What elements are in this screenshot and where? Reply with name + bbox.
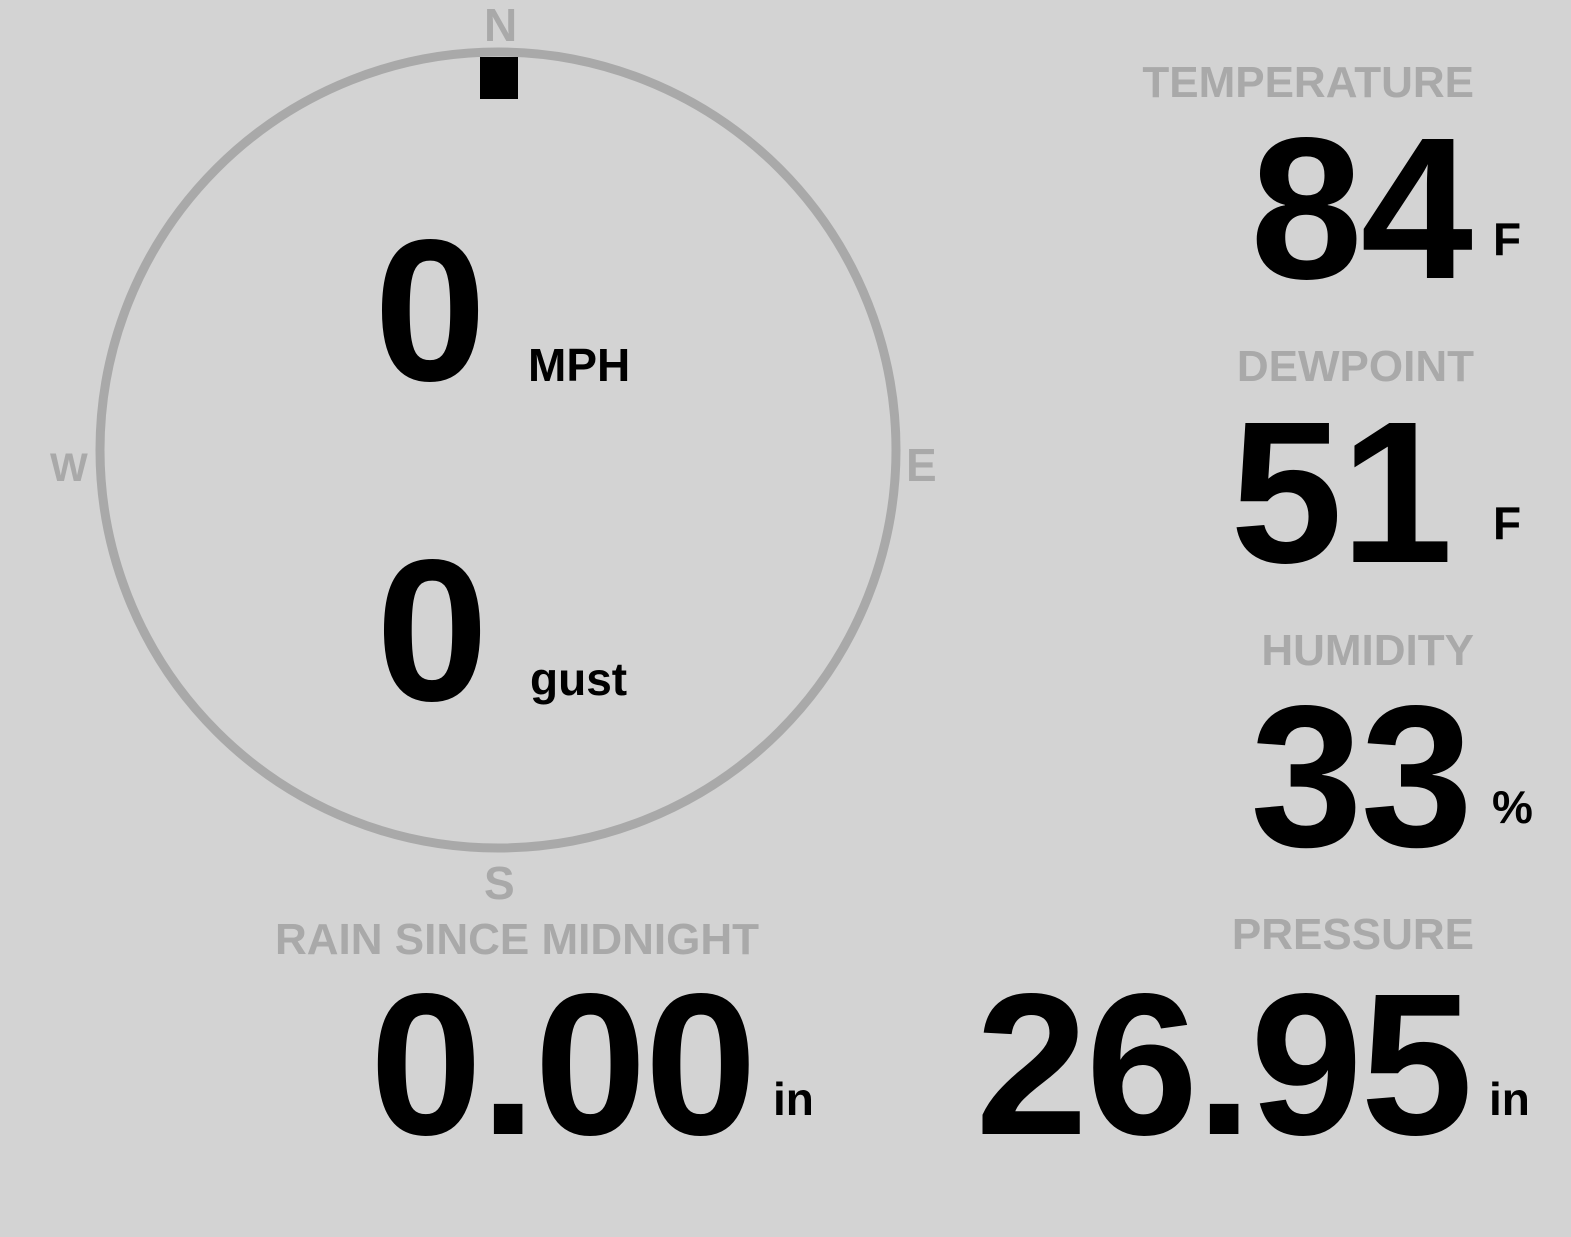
temperature-unit: F <box>1493 213 1522 265</box>
dewpoint-label: DEWPOINT <box>1236 342 1474 391</box>
compass-circle <box>95 47 901 853</box>
humidity-label: HUMIDITY <box>1261 626 1474 675</box>
humidity-unit: % <box>1492 781 1533 833</box>
humidity-value: 33 <box>1250 663 1473 889</box>
pressure-value: 26.95 <box>975 951 1473 1177</box>
pressure-unit: in <box>1489 1073 1530 1125</box>
compass-west: W <box>50 446 88 490</box>
wind-speed-unit: MPH <box>528 339 631 391</box>
dewpoint-unit: F <box>1493 497 1522 549</box>
wind-gust-unit: gust <box>530 653 628 705</box>
pressure-label: PRESSURE <box>1231 910 1474 959</box>
rain-label: RAIN SINCE MIDNIGHT <box>275 915 759 964</box>
wind-speed-value: 0 <box>374 197 486 423</box>
compass-north: N <box>484 0 518 51</box>
wind-direction-pointer <box>480 57 518 99</box>
rain-value: 0.00 <box>369 951 757 1177</box>
wind-compass: N S E W 0 MPH 0 gust <box>0 0 1000 910</box>
wind-direction-marker <box>480 57 518 99</box>
compass-ring <box>95 47 901 853</box>
compass-east: E <box>906 439 937 491</box>
temperature-label: TEMPERATURE <box>1142 58 1474 107</box>
compass-south: S <box>484 857 515 909</box>
wind-gust-value: 0 <box>376 517 488 743</box>
rain-unit: in <box>773 1073 814 1125</box>
temperature-value: 84 <box>1250 95 1473 321</box>
dewpoint-value: 51 <box>1230 379 1453 605</box>
